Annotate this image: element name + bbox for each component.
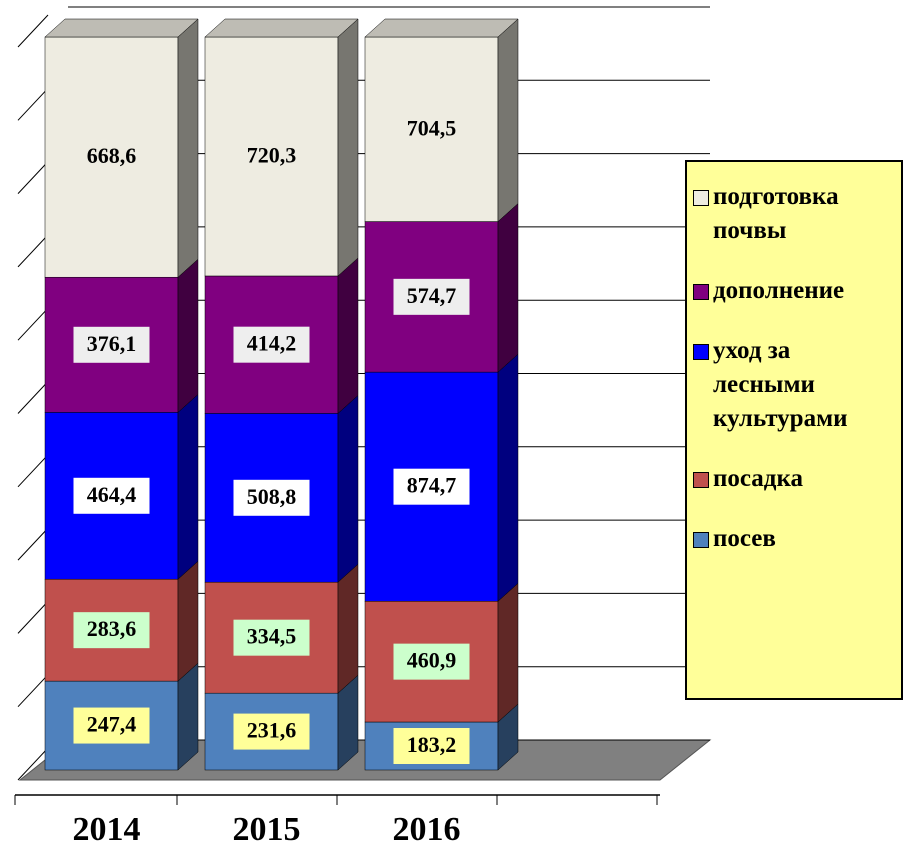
bar-side (497, 18, 519, 223)
grid-line (17, 234, 49, 268)
data-label: 574,7 (407, 283, 457, 308)
data-label: 247,4 (87, 712, 137, 737)
bar-segment: 464,4 (44, 393, 199, 580)
legend-label: посев (713, 525, 776, 552)
bar-segment: 874,7 (364, 353, 519, 602)
bar-segment: 231,6 (204, 674, 359, 771)
grid-line (17, 14, 49, 48)
legend-swatch (693, 532, 709, 548)
bar-side (177, 560, 199, 682)
legend-item: дополнение (693, 274, 897, 308)
grid-line (17, 747, 49, 781)
grid-line (17, 161, 49, 194)
label-box (233, 326, 310, 363)
bar-segment: 574,7 (364, 202, 519, 373)
data-label: 720,3 (247, 143, 297, 168)
legend-item: посадка (693, 462, 897, 496)
x-tick-label: 2014 (73, 811, 141, 848)
bar-segment: 508,8 (204, 394, 359, 583)
legend-label: подготовка почвы (713, 183, 839, 244)
label-box (393, 728, 470, 765)
x-tick-label: 2015 (233, 811, 301, 848)
grid-line (17, 307, 49, 341)
bar-front (44, 36, 179, 278)
bar-segment: 183,2 (364, 703, 519, 771)
bar-side (337, 18, 359, 277)
data-label: 334,5 (247, 624, 297, 649)
bar-side (337, 257, 359, 414)
legend-label: посадка (713, 465, 803, 492)
grid-line (17, 527, 49, 561)
bar-top (204, 18, 359, 38)
bar-segment: 668,6 (44, 18, 199, 278)
legend-item: подготовка почвы (693, 180, 897, 248)
label-box (233, 479, 310, 516)
data-label: 874,7 (407, 473, 457, 498)
bar-side (497, 202, 519, 373)
grid-line (17, 601, 49, 634)
data-label: 704,5 (407, 115, 457, 140)
data-label: 460,9 (407, 648, 457, 673)
bar-side (177, 393, 199, 580)
data-label: 376,1 (87, 331, 137, 356)
legend-item: уход за лесными культурами (693, 334, 897, 436)
bar-top (364, 18, 519, 38)
grid-line (17, 381, 49, 414)
label-box (393, 643, 470, 680)
legend-swatch (693, 344, 709, 360)
grid-line (17, 87, 49, 121)
x-tick-label: 2016 (393, 811, 461, 848)
label-box (393, 468, 470, 505)
legend-swatch (693, 472, 709, 488)
legend: подготовка почвы дополнение уход за лесным… (685, 160, 903, 700)
bar-side (337, 563, 359, 694)
data-label: 668,6 (87, 143, 137, 168)
bar-segment: 704,5 (364, 18, 519, 223)
label-box (73, 326, 150, 363)
label-box (233, 619, 310, 656)
bar-top (44, 18, 199, 38)
bar-segment: 720,3 (204, 18, 359, 277)
bar-side (337, 394, 359, 583)
bar-front (204, 36, 339, 277)
data-label: 464,4 (87, 482, 137, 507)
bar-side (177, 662, 199, 771)
bar-segment: 247,4 (44, 662, 199, 771)
label-box (393, 278, 470, 315)
bar-segment: 460,9 (364, 582, 519, 723)
data-label: 414,2 (247, 331, 297, 356)
grid-line (17, 454, 49, 488)
label-box (233, 713, 310, 750)
grid-line (17, 674, 49, 708)
data-label: 508,8 (247, 484, 297, 509)
legend-item: посев (693, 522, 897, 556)
bar-side (497, 582, 519, 723)
label-box (73, 707, 150, 744)
label-box (73, 612, 150, 649)
data-label: 283,6 (87, 616, 137, 641)
bar-side (497, 353, 519, 602)
bar-segment: 414,2 (204, 257, 359, 414)
bar-segment: 283,6 (44, 560, 199, 682)
label-box (73, 477, 150, 514)
bar-segment: 334,5 (204, 563, 359, 694)
legend-swatch (693, 284, 709, 300)
legend-label: уход за лесными культурами (713, 337, 848, 432)
bar-side (177, 258, 199, 413)
bar-segment: 376,1 (44, 258, 199, 413)
legend-swatch (693, 190, 709, 206)
bar-side (177, 18, 199, 278)
legend-label: дополнение (713, 277, 845, 304)
data-label: 231,6 (247, 718, 297, 743)
data-label: 183,2 (407, 732, 457, 757)
